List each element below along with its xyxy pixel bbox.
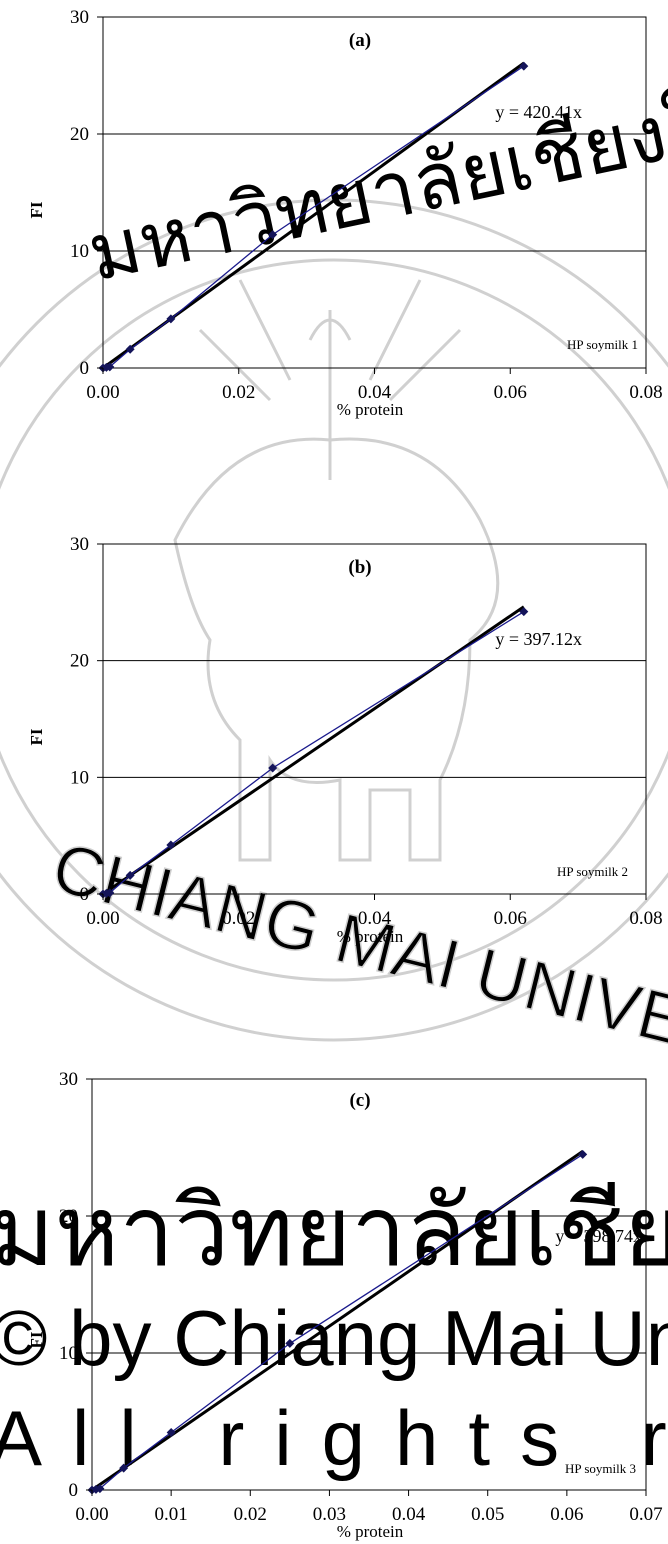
chart-a-series: [98, 61, 529, 373]
chart-b-x-axis-label: % protein: [337, 927, 404, 946]
chart-c-x-axis-label: % protein: [337, 1522, 404, 1541]
chart-a-data-point: [125, 344, 135, 354]
chart-c-x-tick-label: 0.05: [471, 1504, 504, 1525]
chart-b-x-tick-label: 0.04: [358, 908, 392, 929]
chart-b-svg: 0 10 20 30 0.00 0.02 0.04 0.06 0.08 (b) y = 397.…: [27, 534, 663, 946]
chart-c-x-tick-label: 0.07: [629, 1504, 662, 1525]
chart-b-fit: [102, 605, 525, 896]
chart-b-plot-area: [102, 543, 647, 895]
chart-c-data-point: [91, 1484, 101, 1494]
chart-a-x-tick-label: 0.04: [358, 382, 392, 403]
chart-c-y-tick-label: 30: [59, 1069, 78, 1090]
chart-c-x-tick-label: 0.04: [392, 1504, 426, 1525]
chart-c-y-axis-label: FI: [27, 1331, 46, 1348]
chart-c-series: [87, 1149, 588, 1495]
chart-a-y-axis-label: FI: [27, 201, 46, 218]
chart-c-data-point: [578, 1149, 588, 1159]
chart-c-data-point: [95, 1484, 105, 1494]
chart-b-series: [98, 607, 529, 899]
chart-c-data-point: [119, 1463, 129, 1473]
chart-c-x-tick-label: 0.00: [75, 1504, 108, 1525]
chart-b-y-axis-label: FI: [27, 728, 46, 745]
chart-c-equation: y = 398.74x: [555, 1226, 642, 1246]
chart-b-y-tick-label: 20: [70, 651, 89, 672]
chart-c-panel-label: (c): [349, 1090, 370, 1111]
chart-a-equation: y = 420.41x: [495, 102, 582, 122]
chart-a-x-axis-label: % protein: [337, 400, 404, 419]
chart-b-y-tick-label: 30: [70, 534, 89, 555]
chart-a-data-point: [166, 314, 176, 324]
chart-b-grid: [103, 660, 646, 778]
chart-b-x-tick-label: 0.00: [86, 908, 119, 929]
chart-c-x-tick-label: 0.01: [155, 1504, 188, 1525]
chart-b-data-point: [105, 888, 115, 898]
chart-c-x-tick-label: 0.02: [234, 1504, 267, 1525]
chart-a-y-tick-label: 10: [70, 241, 89, 262]
chart-b-data-point: [268, 763, 278, 773]
chart-b-x-tick-label: 0.06: [494, 908, 527, 929]
chart-a-data-point: [519, 61, 529, 71]
chart-c-y-tick-label: 10: [59, 1343, 78, 1364]
chart-b-trendline: [102, 605, 525, 896]
chart-a-x-tick-label: 0.00: [86, 382, 119, 403]
chart-b-data-point: [166, 840, 176, 850]
chart-b-equation: y = 397.12x: [495, 629, 582, 649]
chart-b-x-tick-label: 0.02: [222, 908, 255, 929]
chart-a-x-tick-label: 0.08: [629, 382, 662, 403]
chart-a-plot-area: [102, 16, 647, 369]
chart-c-y-tick-label: 20: [59, 1206, 78, 1227]
chart-b-panel-label: (b): [348, 557, 371, 578]
chart-a-svg: 0 10 20 30 0.00 0.02 0.04 0.06 0.08 (a) y = 420.…: [27, 7, 663, 419]
chart-a-data-point: [105, 362, 115, 372]
chart-a-plot-frame: [102, 16, 647, 369]
chart-c-plot-area: [91, 1078, 647, 1491]
chart-c-ticks: 0 10 20 30 0.00 0.01 0.02 0.03 0.04 0.05 0.06 0.07: [59, 1069, 663, 1525]
chart-a-data-point: [268, 230, 278, 240]
chart-b-ticks: 0 10 20 30 0.00 0.02 0.04 0.06 0.08: [70, 534, 663, 929]
chart-b-data-point: [519, 607, 529, 617]
chart-a-x-tick-label: 0.02: [222, 382, 255, 403]
chart-c-y-tick-label: 0: [69, 1480, 79, 1501]
chart-a: 0 10 20 30 0.00 0.02 0.04 0.06 0.08 (a) y = 420.…: [0, 0, 668, 420]
chart-c-grid: [92, 1215, 646, 1354]
chart-c: 0 10 20 30 0.00 0.01 0.02 0.03 0.04 0.05 0.06 0.07 …: [0, 1062, 668, 1544]
chart-c-data-point: [285, 1338, 295, 1348]
chart-c-x-tick-label: 0.06: [550, 1504, 583, 1525]
chart-a-series-name: HP soymilk 1: [567, 337, 638, 352]
chart-b-x-tick-label: 0.08: [629, 908, 662, 929]
chart-b-data-point: [125, 870, 135, 880]
chart-c-x-tick-label: 0.03: [313, 1504, 346, 1525]
chart-a-y-tick-label: 30: [70, 7, 89, 28]
chart-a-y-tick-label: 20: [70, 124, 89, 145]
chart-a-ticks: 0 10 20 30 0.00 0.02 0.04 0.06 0.08: [70, 7, 663, 403]
chart-b-series-name: HP soymilk 2: [557, 864, 628, 879]
chart-c-data-point: [166, 1427, 176, 1437]
chart-a-grid: [103, 133, 646, 252]
chart-a-panel-label: (a): [349, 30, 371, 51]
chart-a-y-tick-label: 0: [80, 358, 90, 379]
chart-c-series-name: HP soymilk 3: [565, 1461, 636, 1476]
chart-b-y-tick-label: 0: [80, 884, 90, 905]
chart-b: 0 10 20 30 0.00 0.02 0.04 0.06 0.08 (b) y = 397.…: [0, 527, 668, 947]
chart-a-x-tick-label: 0.06: [494, 382, 527, 403]
chart-b-plot-frame: [102, 543, 647, 895]
chart-b-y-tick-label: 10: [70, 767, 89, 788]
chart-c-plot-frame: [91, 1078, 647, 1491]
